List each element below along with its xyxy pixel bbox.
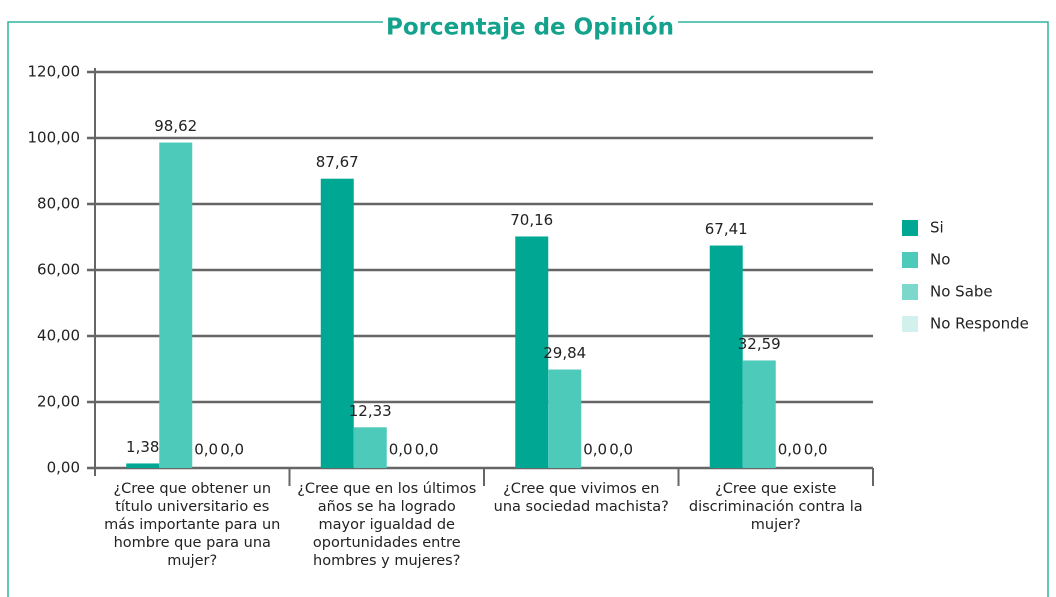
frame: [7, 21, 1049, 597]
value-label: 1,38: [126, 438, 159, 456]
bar: [742, 360, 776, 468]
x-tick-label: ¿Cree que existe discriminación contra l…: [688, 481, 863, 533]
legend-swatch: [902, 220, 918, 236]
legend-swatch: [902, 316, 918, 332]
y-tick-label: 100,00: [28, 129, 81, 147]
y-tick-label: 60,00: [37, 261, 80, 279]
x-tick-label: ¿Cree que vivimos en una sociedad machis…: [493, 481, 669, 515]
legend-label: No Sabe: [930, 283, 993, 301]
legend-swatch: [902, 284, 918, 300]
value-label: 0,0: [804, 441, 828, 459]
bar: [353, 427, 387, 468]
value-label: 0,0: [220, 441, 244, 459]
value-label: 0,0: [778, 441, 802, 459]
value-label: 0,0: [389, 441, 413, 459]
value-label: 12,33: [349, 402, 392, 420]
value-label: 29,84: [543, 344, 586, 362]
value-label: 98,62: [154, 117, 197, 135]
y-tick-label: 20,00: [37, 393, 80, 411]
legend-swatch: [902, 252, 918, 268]
x-tick-label: ¿Cree que obtener un título universitari…: [104, 481, 281, 569]
x-tick-label: ¿Cree que en los últimos años se ha logr…: [297, 481, 477, 569]
legend-label: No: [930, 251, 950, 269]
legend-label: Si: [930, 219, 944, 237]
y-tick-label: 80,00: [37, 195, 80, 213]
bar: [515, 236, 549, 468]
value-label: 0,0: [415, 441, 439, 459]
value-label: 70,16: [510, 211, 553, 229]
y-tick-label: 40,00: [37, 327, 80, 345]
bar: [548, 369, 582, 468]
bar: [159, 142, 193, 468]
bar: [320, 178, 354, 468]
value-label: 0,0: [583, 441, 607, 459]
legend-label: No Responde: [930, 315, 1029, 333]
y-tick-label: 0,00: [47, 459, 80, 477]
chart-title: Porcentaje de Opinión: [386, 15, 674, 41]
y-tick-label: 120,00: [28, 63, 81, 81]
bar: [126, 463, 160, 468]
value-label: 0,0: [609, 441, 633, 459]
value-label: 0,0: [194, 441, 218, 459]
value-label: 32,59: [738, 335, 781, 353]
value-label: 87,67: [316, 153, 359, 171]
value-label: 67,41: [705, 220, 748, 238]
bar: [709, 245, 743, 468]
